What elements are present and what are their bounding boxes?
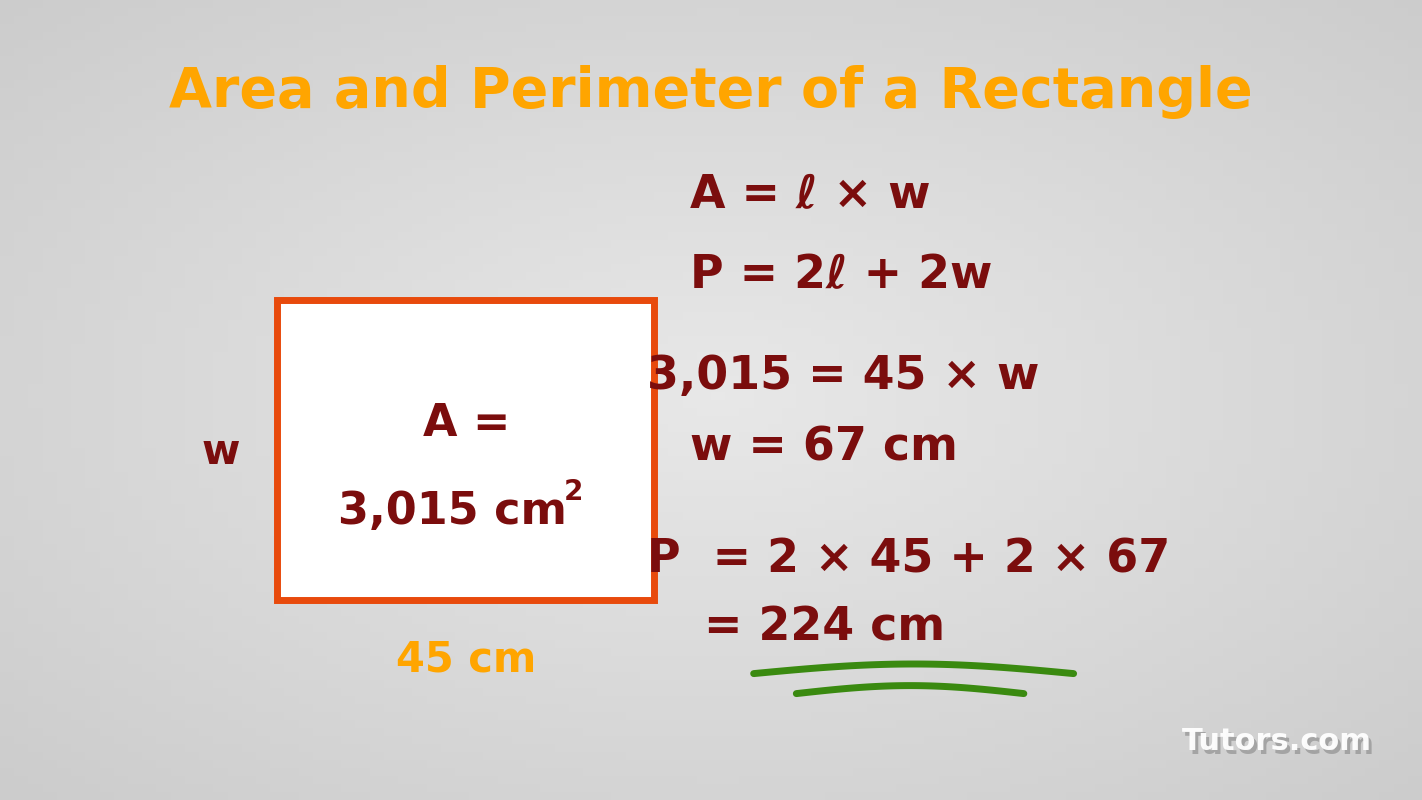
Text: Tutors.com: Tutors.com — [1182, 727, 1372, 756]
Text: 3,015 cm: 3,015 cm — [338, 490, 566, 534]
Text: P  = 2 × 45 + 2 × 67: P = 2 × 45 + 2 × 67 — [647, 538, 1170, 582]
Text: 3,015 = 45 × w: 3,015 = 45 × w — [647, 354, 1039, 398]
Text: A =: A = — [422, 402, 510, 446]
Text: A = ℓ × w: A = ℓ × w — [690, 174, 930, 218]
Text: = 224 cm: = 224 cm — [704, 606, 946, 650]
Text: Area and Perimeter of a Rectangle: Area and Perimeter of a Rectangle — [169, 65, 1253, 119]
Text: 2: 2 — [563, 478, 583, 506]
Bar — [277, 300, 654, 600]
Text: 45 cm: 45 cm — [397, 639, 536, 681]
Text: w: w — [201, 431, 240, 473]
Text: P = 2ℓ + 2w: P = 2ℓ + 2w — [690, 254, 993, 298]
Text: w = 67 cm: w = 67 cm — [690, 426, 957, 470]
Text: Tutors.com: Tutors.com — [1185, 731, 1375, 760]
